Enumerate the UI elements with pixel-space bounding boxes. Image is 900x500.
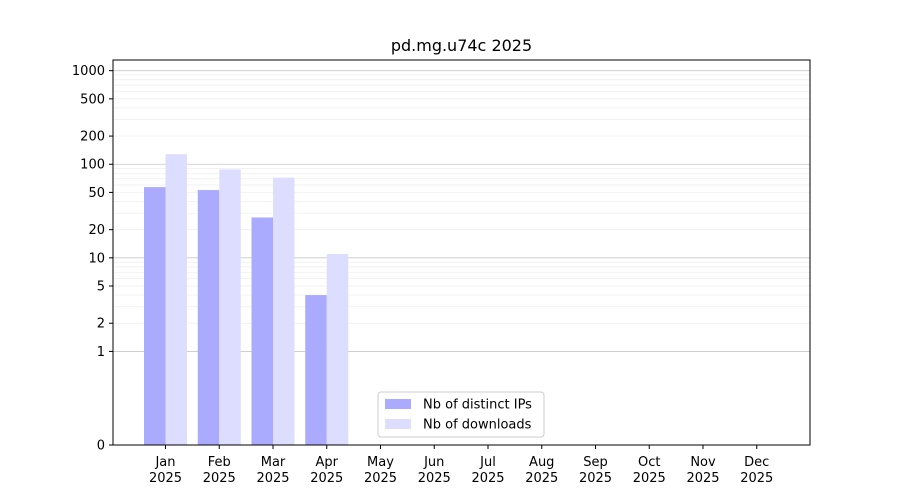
bar-distinct-ips — [144, 187, 166, 445]
legend-label: Nb of distinct IPs — [423, 398, 532, 413]
x-tick-label-month: Nov — [690, 455, 716, 470]
bar-downloads — [326, 253, 349, 445]
legend-swatch — [385, 399, 411, 409]
legend-label: Nb of downloads — [423, 418, 532, 433]
y-tick-label: 200 — [80, 130, 105, 145]
x-axis: Jan2025Feb2025Mar2025Apr2025May2025Jun20… — [149, 445, 773, 486]
y-tick-label: 20 — [88, 223, 105, 238]
x-tick-label-year: 2025 — [418, 471, 451, 486]
x-tick-label-month: Mar — [261, 455, 286, 470]
y-tick-label: 100 — [80, 158, 105, 173]
legend: Nb of distinct IPs Nb of downloads — [377, 391, 545, 438]
legend-swatch — [385, 419, 411, 429]
y-tick-label: 0 — [97, 439, 105, 454]
bar-downloads — [165, 154, 187, 446]
x-tick-label-month: Dec — [744, 455, 769, 470]
x-tick-label-year: 2025 — [364, 471, 397, 486]
x-tick-label-month: May — [367, 455, 394, 470]
plot-frame — [112, 59, 811, 446]
x-tick-label-year: 2025 — [203, 471, 236, 486]
x-tick-label-month: Feb — [208, 455, 231, 470]
chart-title: pd.mg.u74c 2025 — [391, 36, 532, 55]
x-tick-label-year: 2025 — [579, 471, 612, 486]
x-tick-label-month: Aug — [529, 455, 554, 470]
bar-downloads — [273, 177, 295, 446]
x-tick-label-month: Jul — [479, 455, 496, 470]
bar-distinct-ips — [305, 295, 327, 445]
x-tick-label-month: Jan — [154, 455, 175, 470]
x-tick-label-month: Jun — [423, 455, 444, 470]
x-tick-label-year: 2025 — [149, 471, 182, 486]
bars — [144, 154, 349, 446]
x-tick-label-year: 2025 — [686, 471, 719, 486]
x-tick-label-year: 2025 — [633, 471, 666, 486]
y-tick-label: 1000 — [72, 64, 105, 79]
bar-distinct-ips — [251, 217, 273, 445]
y-axis: 0 1 2 5 10 20 50 100 200 500 1000 — [72, 64, 113, 454]
x-tick-label-month: Apr — [316, 455, 339, 470]
x-tick-label-month: Oct — [638, 455, 660, 470]
x-tick-label-month: Sep — [583, 455, 608, 470]
y-tick-label: 1 — [97, 345, 105, 360]
y-tick-label: 50 — [88, 186, 105, 201]
x-tick-label-year: 2025 — [525, 471, 558, 486]
x-tick-label-year: 2025 — [740, 471, 773, 486]
y-tick-label: 5 — [97, 280, 105, 295]
x-tick-label-year: 2025 — [471, 471, 504, 486]
y-tick-label: 2 — [97, 317, 105, 332]
bar-downloads — [219, 169, 241, 446]
legend-box — [377, 391, 545, 438]
y-tick-label: 500 — [80, 92, 105, 107]
x-tick-label-year: 2025 — [310, 471, 343, 486]
bar-distinct-ips — [197, 190, 220, 445]
y-tick-label: 10 — [88, 251, 105, 266]
x-tick-label-year: 2025 — [256, 471, 289, 486]
